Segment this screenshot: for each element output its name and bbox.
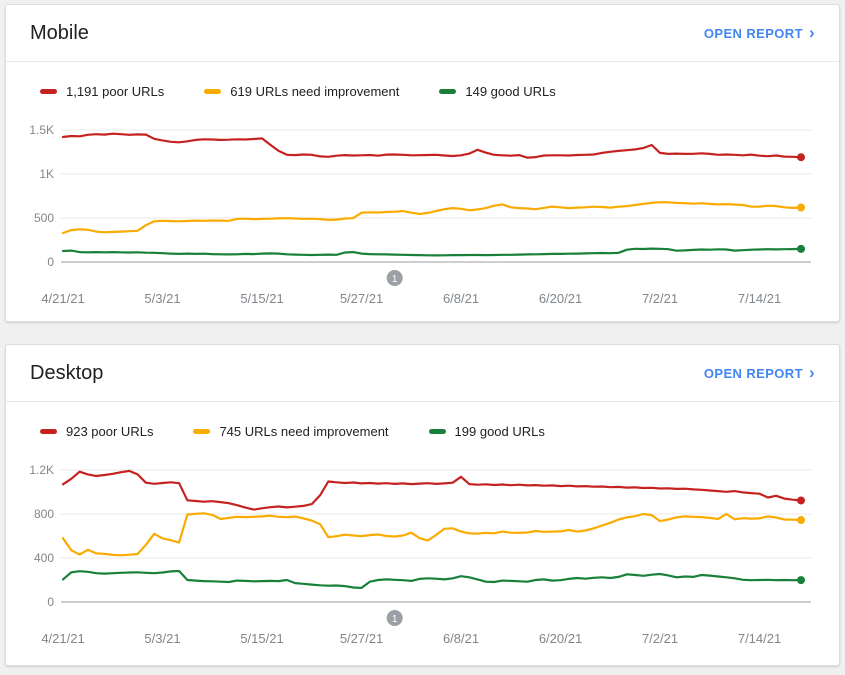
legend-dash-icon (40, 88, 57, 94)
legend-item-label: 149 good URLs (465, 83, 556, 99)
legend-item-label: 1,191 poor URLs (66, 83, 165, 99)
series-end-dot (797, 203, 805, 212)
x-axis-tick-label: 4/21/21 (41, 291, 84, 306)
chevron-right-icon: › (808, 362, 815, 382)
legend-item[interactable]: 1,191 poor URLs (40, 84, 164, 99)
legend-item-label: 199 good URLs (454, 423, 545, 439)
x-axis-tick-label: 5/3/21 (144, 631, 180, 646)
desktop-card-title: Desktop (30, 361, 104, 384)
desktop-open-report-link[interactable]: OPEN REPORT › (703, 362, 815, 382)
legend-dash-icon (428, 428, 446, 434)
y-axis-tick-label: 1K (39, 167, 54, 181)
x-axis-tick-label: 7/14/21 (738, 291, 781, 306)
legend-dash-icon (439, 88, 457, 94)
x-axis-tick-label: 4/21/21 (41, 631, 84, 646)
x-axis-tick-label: 6/8/21 (443, 291, 479, 306)
series-line (61, 469, 803, 511)
y-axis-tick-label: 1.2K (29, 463, 54, 477)
x-axis-tick-label: 5/27/21 (340, 631, 383, 646)
series-line (61, 201, 803, 235)
desktop-card: Desktop OPEN REPORT › 923 poor URLs 745 U… (5, 344, 840, 666)
y-axis-tick-label: 800 (34, 507, 54, 521)
series-end-dot (797, 244, 805, 253)
y-axis-tick-label: 500 (34, 211, 54, 225)
series-end-dot (797, 576, 805, 585)
legend-item[interactable]: 149 good URLs (439, 83, 556, 99)
series-line (61, 512, 803, 557)
series-end-dot (797, 496, 805, 505)
desktop-legend: 923 poor URLs 745 URLs need improvement 19… (6, 402, 839, 448)
x-axis-tick-label: 5/27/21 (340, 291, 383, 306)
mobile-open-report-link[interactable]: OPEN REPORT › (703, 22, 815, 42)
x-axis-tick-label: 6/8/21 (443, 631, 479, 646)
x-axis-tick-label: 5/15/21 (240, 291, 283, 306)
desktop-cwv-chart[interactable]: 0 400 800 1.2K 4/21/21 5/3/21 5/15/21 5/27/21 6/… (6, 448, 839, 653)
x-axis-tick-label: 7/2/21 (642, 291, 678, 306)
mobile-card-title: Mobile (30, 21, 89, 44)
legend-dash-icon (40, 428, 57, 434)
x-axis-tick-label: 6/20/21 (539, 631, 582, 646)
annotation-badge[interactable] (386, 610, 403, 626)
legend-item[interactable]: 745 URLs need improvement (193, 423, 389, 439)
x-axis-tick-label: 5/3/21 (144, 291, 180, 306)
annotation-badge-label: 1 (392, 274, 398, 285)
series-line (61, 569, 803, 589)
legend-item-label: 923 poor URLs (66, 423, 154, 439)
mobile-legend: 1,191 poor URLs 619 URLs need improvement… (6, 62, 839, 108)
desktop-card-header: Desktop OPEN REPORT › (6, 345, 839, 402)
legend-item[interactable]: 923 poor URLs (40, 424, 153, 439)
legend-dash-icon (204, 88, 222, 94)
mobile-card-header: Mobile OPEN REPORT › (6, 5, 839, 62)
legend-item-label: 619 URLs need improvement (230, 83, 400, 99)
series-end-dot (797, 516, 805, 525)
legend-dash-icon (193, 428, 211, 434)
chart-canvas: 0 400 800 1.2K 4/21/21 5/3/21 5/15/21 5/27/21 6/… (29, 463, 811, 646)
x-axis-tick-label: 7/2/21 (642, 631, 678, 646)
series-end-dot (797, 153, 805, 162)
y-axis-tick-label: 1.5K (29, 123, 54, 137)
annotation-badge[interactable] (386, 270, 403, 286)
x-axis-tick-label: 7/14/21 (738, 631, 781, 646)
chevron-right-icon: › (808, 22, 815, 42)
legend-item[interactable]: 199 good URLs (428, 423, 545, 439)
y-axis-tick-label: 0 (47, 595, 54, 609)
annotation-badge-label: 1 (392, 614, 398, 625)
mobile-open-report-label: OPEN REPORT (703, 25, 803, 41)
desktop-open-report-label: OPEN REPORT (703, 365, 803, 381)
mobile-cwv-chart[interactable]: 0 500 1K 1.5K 4/21/21 5/3/21 5/15/21 5/27/21 6/8… (6, 108, 839, 313)
x-axis-tick-label: 5/15/21 (240, 631, 283, 646)
y-axis-tick-label: 400 (34, 551, 54, 565)
legend-item-label: 745 URLs need improvement (219, 423, 389, 439)
series-line (61, 247, 803, 257)
series-line (61, 132, 803, 159)
y-axis-tick-label: 0 (47, 255, 54, 269)
mobile-card: Mobile OPEN REPORT › 1,191 poor URLs 619 … (5, 4, 840, 322)
x-axis-tick-label: 6/20/21 (539, 291, 582, 306)
legend-item[interactable]: 619 URLs need improvement (204, 84, 399, 99)
chart-canvas: 0 500 1K 1.5K 4/21/21 5/3/21 5/15/21 5/27/21 6/8… (29, 123, 811, 306)
